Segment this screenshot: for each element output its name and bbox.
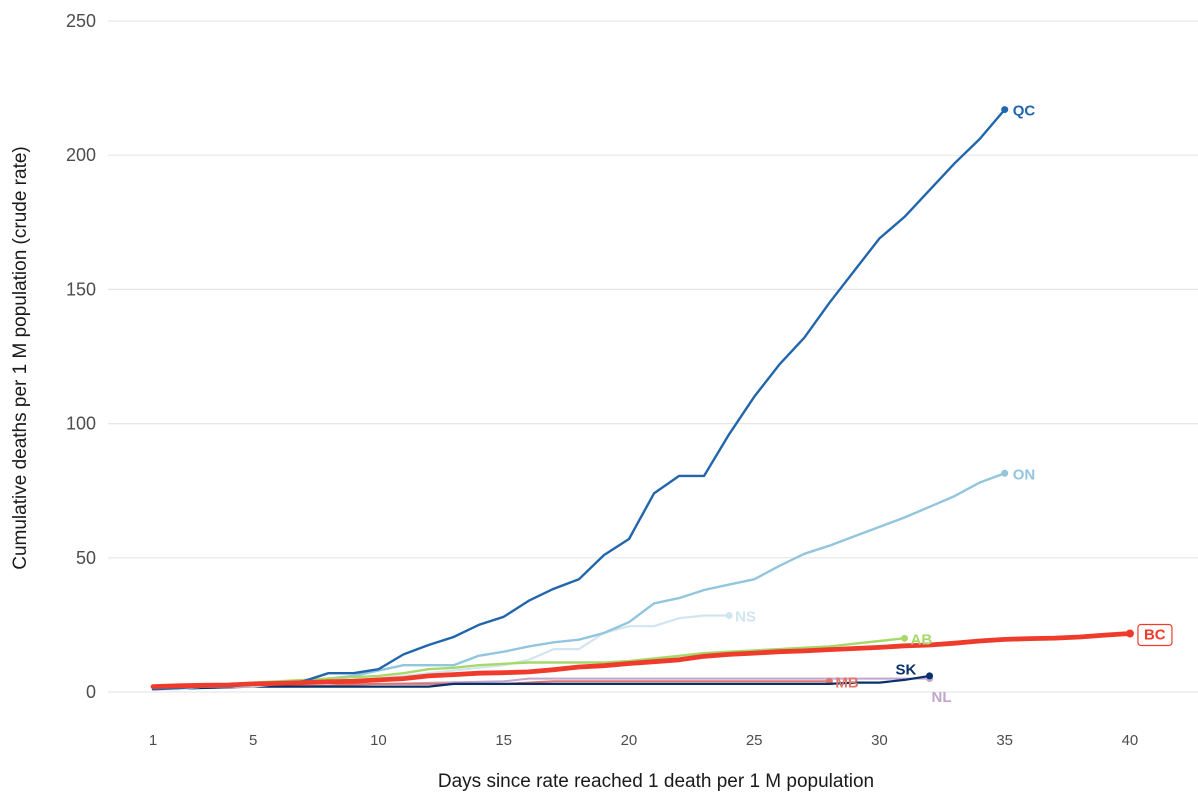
x-tick-label: 5 xyxy=(249,732,257,749)
x-tick-label: 10 xyxy=(370,732,387,749)
end-label-ab: AB xyxy=(911,631,933,648)
end-label-box-bc xyxy=(1137,623,1173,647)
x-axis-ticks: 1 5 10 15 20 25 30 35 40 xyxy=(149,732,1138,749)
x-tick-label: 40 xyxy=(1122,732,1139,749)
series-lines xyxy=(150,106,1134,691)
series-line-qc xyxy=(151,108,1006,691)
end-label-mb: MB xyxy=(835,674,858,691)
x-tick-label: 25 xyxy=(746,732,763,749)
end-label-bc: BC xyxy=(1144,626,1166,643)
series-end-labels: QC ON NS AB BC SK MB NL xyxy=(735,103,1173,706)
end-label-ns: NS xyxy=(735,609,756,626)
series-line-bc xyxy=(150,631,1133,689)
y-tick-label: 100 xyxy=(66,414,96,434)
series-endpoint-ns xyxy=(725,612,733,620)
end-label-qc: QC xyxy=(1013,103,1036,120)
series-line-on xyxy=(151,472,1006,691)
series-line-ns xyxy=(151,614,731,691)
end-label-on: ON xyxy=(1013,466,1035,483)
series-endpoint-ab xyxy=(901,634,908,642)
end-label-nl: NL xyxy=(932,689,952,706)
x-tick-label: 30 xyxy=(871,732,888,749)
x-axis-label: Days since rate reached 1 death per 1 M … xyxy=(438,771,874,792)
x-tick-label: 1 xyxy=(149,732,157,749)
series-endpoint-qc xyxy=(1001,106,1009,114)
y-axis-label: Cumulative deaths per 1 M population (cr… xyxy=(10,146,31,570)
y-tick-label: 0 xyxy=(86,682,96,702)
y-axis-ticks: 0 50 100 150 200 250 xyxy=(66,11,96,702)
y-tick-label: 150 xyxy=(66,279,96,299)
series-line-sk xyxy=(151,674,931,691)
end-label-sk: SK xyxy=(896,662,917,679)
y-tick-label: 250 xyxy=(66,11,96,31)
y-tick-label: 50 xyxy=(76,548,96,568)
series-endpoint-bc xyxy=(1125,629,1134,638)
series-endpoint-sk xyxy=(926,672,934,680)
y-tick-label: 200 xyxy=(66,145,96,165)
series-endpoint-on xyxy=(1001,469,1009,477)
x-tick-label: 35 xyxy=(996,732,1013,749)
gridlines xyxy=(108,20,1198,693)
x-tick-label: 15 xyxy=(495,732,512,749)
x-tick-label: 20 xyxy=(621,732,638,749)
